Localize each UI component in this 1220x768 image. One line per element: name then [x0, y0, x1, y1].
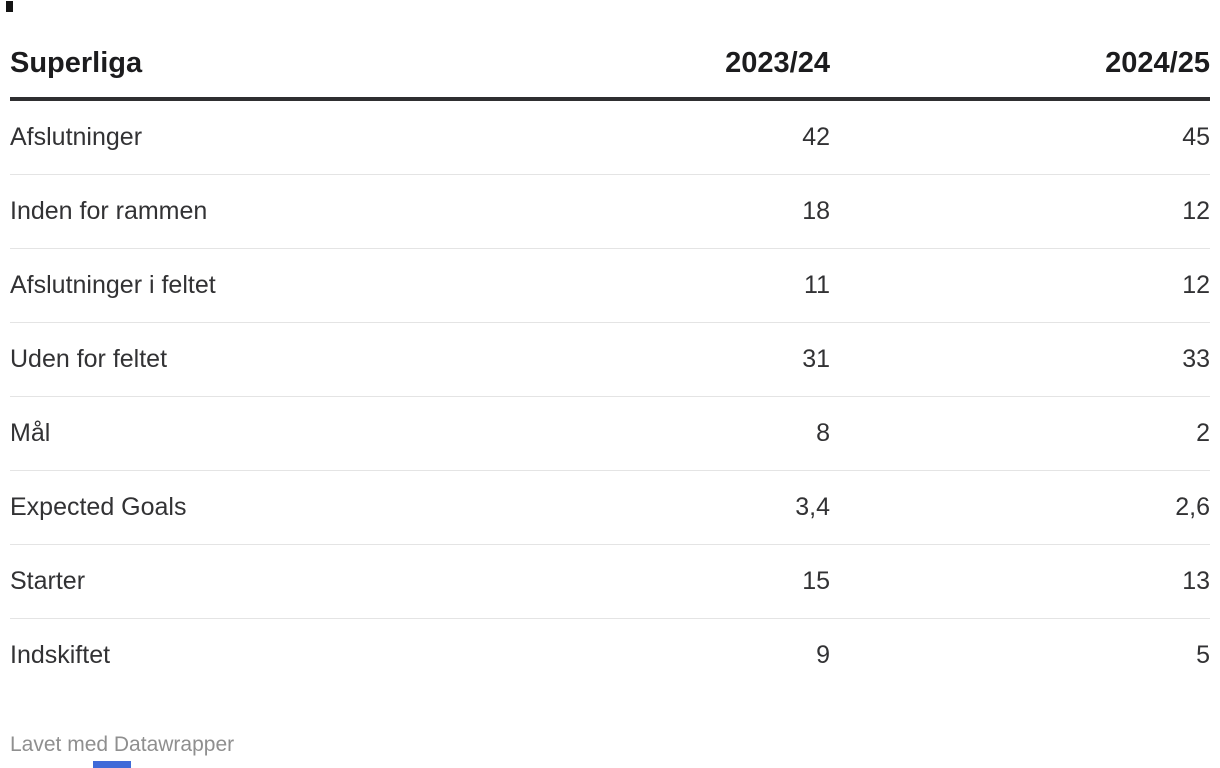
row-value-2023-24: 8	[560, 396, 830, 472]
column-header-season-2024-25: 2024/25	[830, 0, 1210, 102]
row-value-2023-24: 42	[560, 99, 830, 176]
table-row: Indskiftet 9 5	[10, 619, 1210, 693]
bottom-edge-fragment	[93, 761, 131, 768]
row-value-2024-25: 12	[830, 248, 1210, 324]
row-value-2023-24: 9	[816, 641, 830, 670]
table-row: Expected Goals 3,4 2,6	[10, 470, 1210, 546]
row-value-2024-25: 2	[830, 396, 1210, 472]
row-value-2023-24: 11	[560, 248, 830, 324]
row-value-2023-24: 31	[560, 322, 830, 398]
row-label: Indskiftet	[10, 641, 111, 670]
row-value-2024-25: 45	[830, 99, 1210, 176]
table-row: Uden for feltet 31 33	[10, 322, 1210, 398]
row-label: Mål	[10, 396, 560, 472]
row-label: Starter	[10, 544, 560, 620]
row-label: Inden for rammen	[10, 174, 560, 250]
table-header-row: Superliga 2023/24 2024/25	[10, 0, 1210, 102]
row-label: Afslutninger	[10, 99, 560, 176]
row-value-2024-25: 5	[1196, 641, 1210, 670]
table-row: Starter 15 13	[10, 544, 1210, 620]
table-row: Afslutninger 42 45	[10, 99, 1210, 176]
table-row: Afslutninger i feltet 11 12	[10, 248, 1210, 324]
table-row: Mål 8 2	[10, 396, 1210, 472]
attribution: Lavet med Datawrapper	[10, 732, 234, 757]
column-header-season-2023-24: 2023/24	[560, 0, 830, 102]
row-value-2024-25: 2,6	[830, 470, 1210, 546]
row-value-2024-25: 12	[830, 174, 1210, 250]
datawrapper-attribution-link[interactable]: Lavet med Datawrapper	[10, 733, 235, 756]
row-value-2024-25: 13	[830, 544, 1210, 620]
table-title: Superliga	[10, 0, 560, 102]
superliga-stats-table: Superliga 2023/24 2024/25 Afslutninger 4…	[10, 0, 1210, 692]
row-label: Expected Goals	[10, 470, 560, 546]
row-value-2023-24: 18	[560, 174, 830, 250]
row-value-2023-24: 3,4	[560, 470, 830, 546]
row-label: Afslutninger i feltet	[10, 248, 560, 324]
table-row: Inden for rammen 18 12	[10, 174, 1210, 250]
table-body: Afslutninger 42 45 Inden for rammen 18 1…	[10, 99, 1210, 692]
row-label: Uden for feltet	[10, 322, 560, 398]
row-value-2023-24: 15	[560, 544, 830, 620]
top-edge-fragment	[6, 1, 13, 12]
row-value-2024-25: 33	[830, 322, 1210, 398]
